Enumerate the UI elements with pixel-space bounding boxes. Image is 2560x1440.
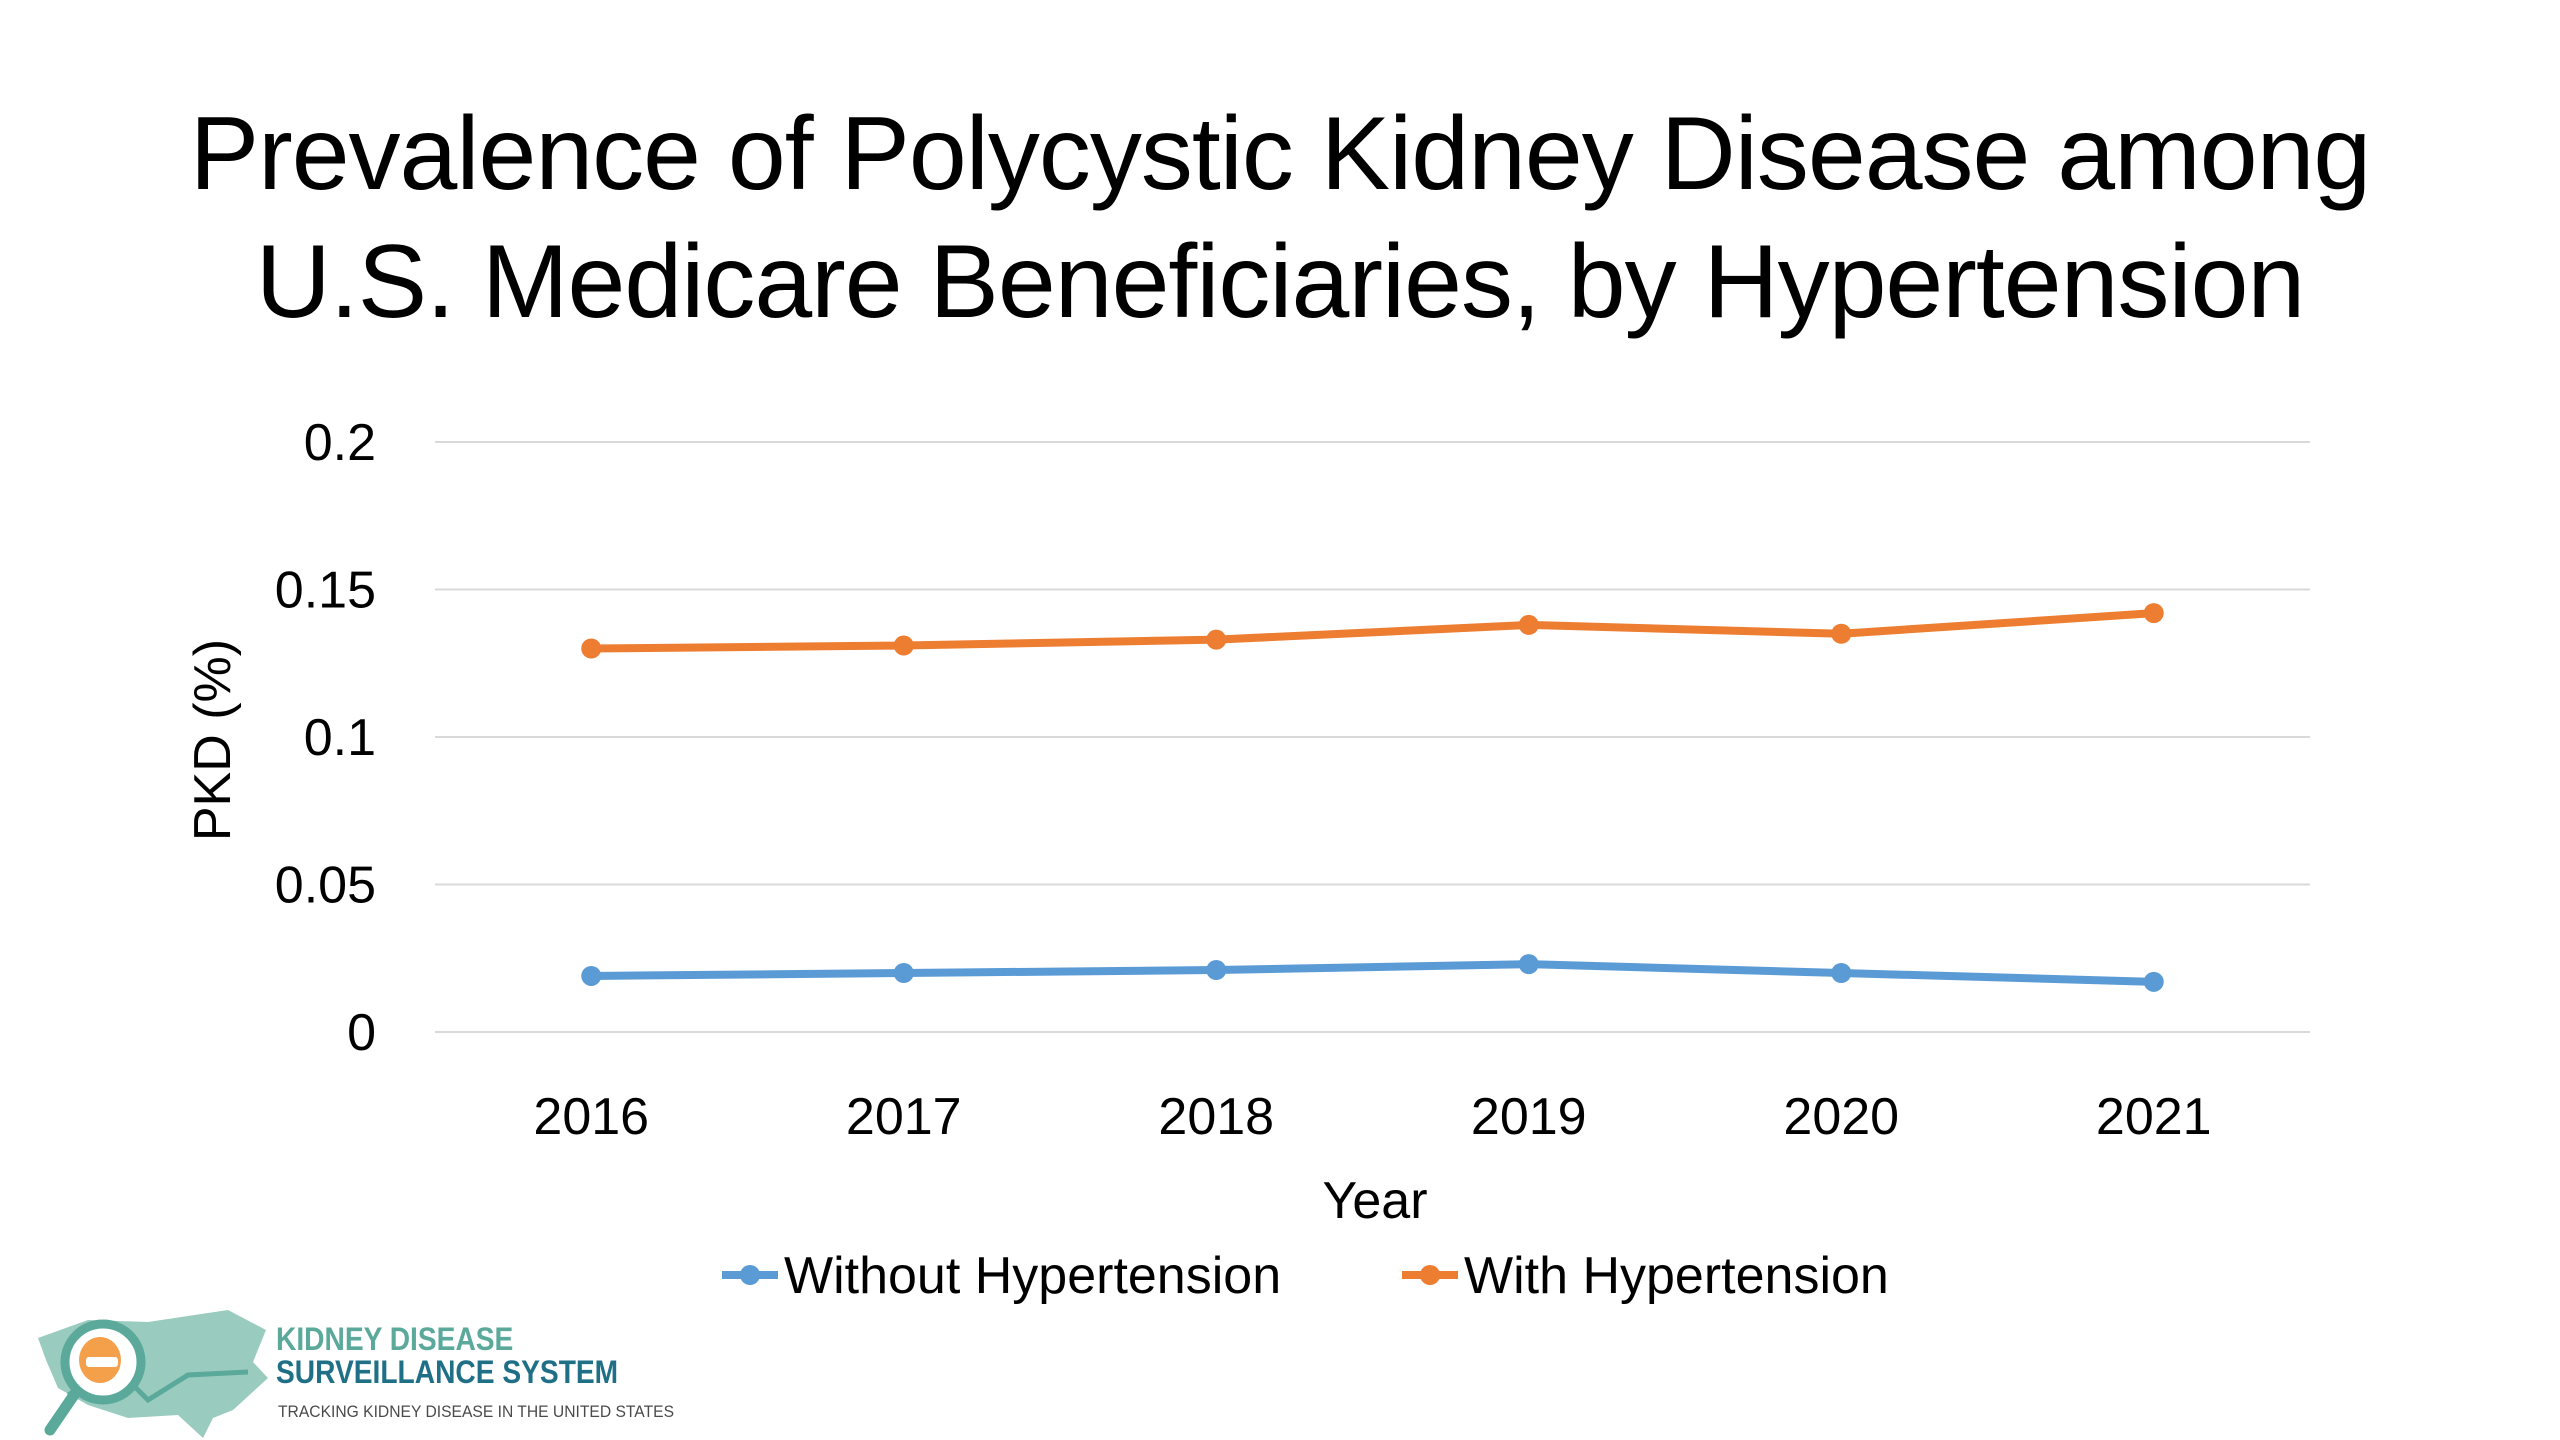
series-0-point-2021 — [2143, 971, 2164, 992]
series-1-point-2020 — [1831, 623, 1852, 644]
y-tick-label-0: 0 — [347, 1004, 376, 1062]
x-axis-label: Year — [1322, 1172, 1427, 1230]
title-line-1: Prevalence of Polycystic Kidney Disease … — [189, 96, 2372, 212]
y-tick-label-2: 0.1 — [304, 709, 376, 767]
y-tick-label-1: 0.05 — [275, 857, 376, 915]
series-0-point-2017 — [893, 963, 914, 983]
logo-title-line-2: SURVEILLANCE SYSTEM — [276, 1354, 619, 1390]
legend-swatch-marker-1 — [1420, 1265, 1440, 1285]
series-1-point-2018 — [1206, 629, 1227, 650]
series-1-point-2019 — [1518, 614, 1539, 635]
x-tick-label-2020: 2020 — [1783, 1088, 1899, 1146]
legend-label-0: Without Hypertension — [784, 1247, 1281, 1305]
series-0-point-2020 — [1831, 963, 1852, 983]
series-line-1 — [587, 609, 2158, 653]
kdss-logo-map-icon — [38, 1310, 268, 1438]
series-1-point-2017 — [893, 635, 914, 656]
legend-swatch-marker-0 — [740, 1265, 760, 1285]
kdss-logo: KIDNEY DISEASE SURVEILLANCE SYSTEM TRACK… — [28, 1300, 748, 1440]
series-lines — [581, 603, 2164, 992]
x-tick-label-2016: 2016 — [533, 1088, 649, 1146]
x-tick-label-2017: 2017 — [846, 1088, 962, 1146]
x-tick-label-2019: 2019 — [1471, 1088, 1587, 1146]
title-line-2: U.S. Medicare Beneficiaries, by Hyperten… — [255, 224, 2306, 340]
series-0-point-2018 — [1206, 960, 1227, 981]
series-0-point-2016 — [581, 965, 602, 986]
x-tick-label-2018: 2018 — [1158, 1088, 1274, 1146]
x-tick-label-2021: 2021 — [2096, 1088, 2212, 1146]
y-tick-label-4: 0.2 — [304, 414, 376, 472]
series-line-0 — [587, 960, 2158, 986]
y-tick-label-3: 0.15 — [275, 562, 376, 620]
logo-title-line-1: KIDNEY DISEASE — [276, 1321, 514, 1357]
series-1-point-2021 — [2143, 603, 2164, 624]
series-1-point-2016 — [581, 638, 602, 659]
slide-title: Prevalence of Polycystic Kidney Disease … — [0, 90, 2560, 346]
y-axis-ticks: 0 0.05 0.1 0.15 0.2 — [275, 414, 376, 1062]
logo-tagline: TRACKING KIDNEY DISEASE IN THE UNITED ST… — [278, 1402, 675, 1421]
x-axis-ticks: 2016 2017 2018 2019 2020 2021 — [533, 1088, 2211, 1146]
legend-label-1: With Hypertension — [1464, 1247, 1889, 1305]
legend: Without Hypertension With Hypertension — [722, 1247, 1889, 1305]
series-0-point-2019 — [1518, 954, 1539, 975]
y-axis-label: PKD (%) — [184, 639, 242, 841]
gridlines — [435, 441, 2310, 1033]
